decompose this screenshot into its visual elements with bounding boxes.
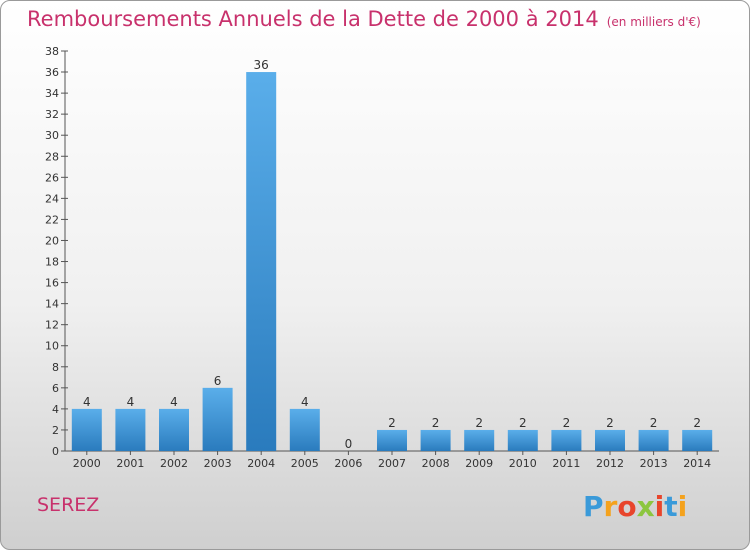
y-tick-label: 2 bbox=[52, 424, 59, 437]
bar-value-label: 4 bbox=[83, 395, 91, 409]
logo-letter: x bbox=[636, 490, 655, 523]
y-tick-label: 32 bbox=[45, 108, 59, 121]
y-tick-label: 0 bbox=[52, 445, 59, 458]
bar-value-label: 4 bbox=[127, 395, 135, 409]
chart-title: Remboursements Annuels de la Dette de 20… bbox=[27, 7, 701, 31]
bar bbox=[246, 72, 277, 451]
y-tick-label: 28 bbox=[45, 150, 59, 163]
y-tick-label: 38 bbox=[45, 45, 59, 58]
x-tick-label: 2001 bbox=[116, 457, 144, 470]
y-tick-label: 16 bbox=[45, 277, 59, 290]
bar bbox=[420, 429, 451, 451]
x-tick-label: 2014 bbox=[683, 457, 711, 470]
y-tick-label: 24 bbox=[45, 192, 59, 205]
logo-letter: r bbox=[603, 490, 618, 523]
bar bbox=[595, 429, 625, 451]
y-tick-label: 20 bbox=[45, 234, 59, 247]
y-tick-label: 30 bbox=[45, 129, 59, 142]
y-tick-label: 14 bbox=[45, 298, 59, 311]
y-tick-label: 36 bbox=[45, 66, 59, 79]
y-tick-label: 22 bbox=[45, 213, 59, 226]
bar-value-label: 2 bbox=[475, 416, 483, 430]
bar bbox=[289, 408, 320, 451]
bar bbox=[377, 429, 407, 451]
x-tick-label: 2000 bbox=[73, 457, 101, 470]
logo-letter: o bbox=[617, 490, 637, 523]
y-tick-label: 10 bbox=[45, 340, 59, 353]
x-tick-label: 2002 bbox=[160, 457, 188, 470]
y-tick-label: 34 bbox=[45, 87, 59, 100]
bar-value-label: 2 bbox=[519, 416, 527, 430]
y-tick-label: 6 bbox=[52, 382, 59, 395]
bar-value-label: 4 bbox=[170, 395, 178, 409]
bar bbox=[551, 429, 582, 451]
x-tick-label: 2005 bbox=[291, 457, 319, 470]
chart-unit-note: (en milliers d'€) bbox=[606, 15, 701, 29]
x-tick-label: 2010 bbox=[509, 457, 537, 470]
x-tick-label: 2004 bbox=[247, 457, 275, 470]
x-tick-label: 2011 bbox=[552, 457, 580, 470]
y-tick-label: 4 bbox=[52, 403, 59, 416]
bar-value-label: 36 bbox=[254, 58, 269, 72]
y-tick-label: 18 bbox=[45, 256, 59, 269]
bar bbox=[115, 408, 146, 451]
y-tick-label: 26 bbox=[45, 171, 59, 184]
bar-value-label: 2 bbox=[432, 416, 440, 430]
chart-title-text: Remboursements Annuels de la Dette de 20… bbox=[27, 7, 599, 31]
bar bbox=[507, 429, 538, 451]
bar bbox=[682, 429, 713, 451]
x-tick-label: 2007 bbox=[378, 457, 406, 470]
y-tick-label: 8 bbox=[52, 361, 59, 374]
bar bbox=[159, 408, 189, 451]
bar-value-label: 2 bbox=[650, 416, 658, 430]
bar-value-label: 2 bbox=[606, 416, 614, 430]
commune-name: SEREZ bbox=[37, 494, 100, 516]
bar-value-label: 2 bbox=[563, 416, 571, 430]
x-tick-label: 2003 bbox=[204, 457, 232, 470]
bar-value-label: 4 bbox=[301, 395, 309, 409]
logo-letter: t bbox=[664, 490, 678, 523]
logo-letter: i bbox=[677, 490, 688, 523]
bar bbox=[71, 408, 102, 451]
y-tick-label: 12 bbox=[45, 319, 59, 332]
bar bbox=[638, 429, 669, 451]
proxiti-logo: Proxiti bbox=[583, 490, 687, 523]
bar-value-label: 0 bbox=[345, 437, 353, 451]
bar bbox=[202, 387, 233, 451]
logo-letter: i bbox=[654, 490, 665, 523]
bar-value-label: 6 bbox=[214, 374, 222, 388]
logo-letter: P bbox=[583, 490, 604, 523]
bar-value-label: 2 bbox=[693, 416, 701, 430]
x-tick-label: 2009 bbox=[465, 457, 493, 470]
x-tick-label: 2012 bbox=[596, 457, 624, 470]
x-tick-label: 2013 bbox=[640, 457, 668, 470]
x-tick-label: 2006 bbox=[334, 457, 362, 470]
bar bbox=[464, 429, 495, 451]
bar-value-label: 2 bbox=[388, 416, 396, 430]
x-tick-label: 2008 bbox=[422, 457, 450, 470]
